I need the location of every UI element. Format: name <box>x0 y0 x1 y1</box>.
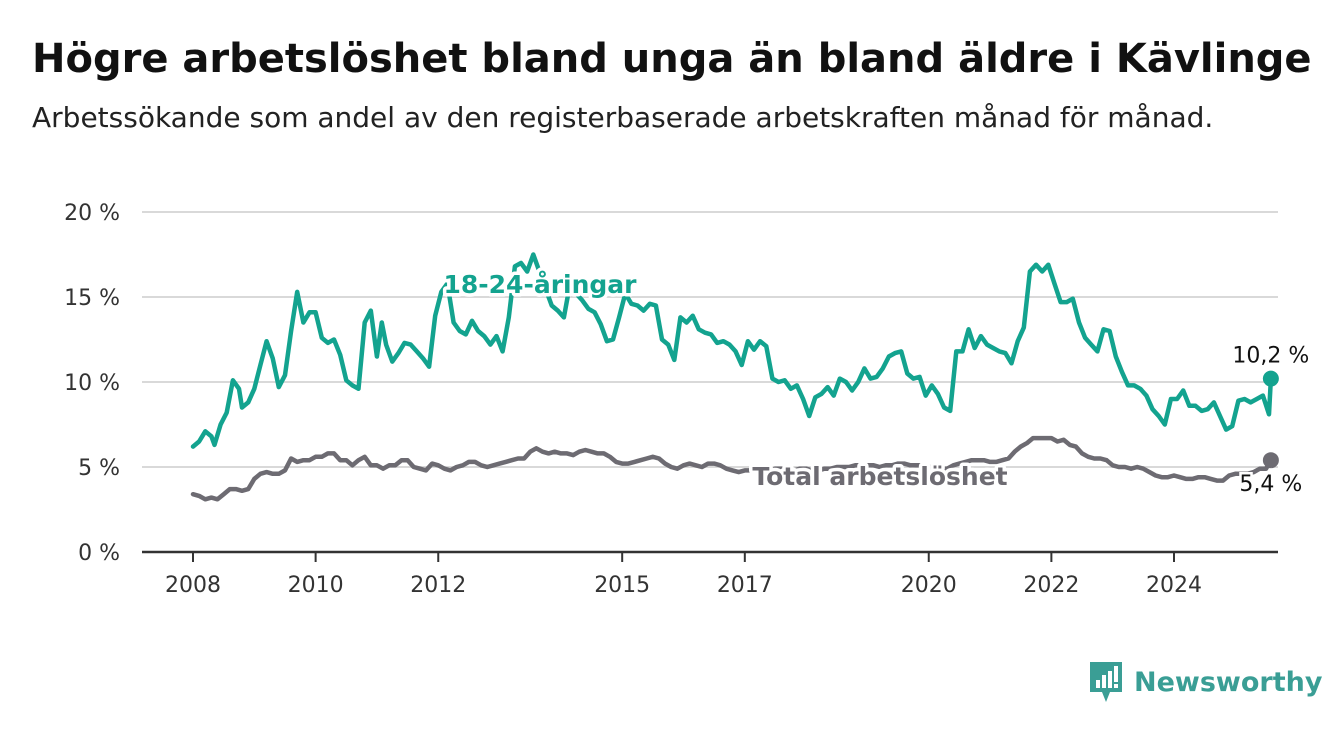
series-lines <box>190 252 1279 502</box>
x-tick-label: 2010 <box>288 573 344 598</box>
chart-title: Högre arbetslöshet bland unga än bland ä… <box>32 36 1312 82</box>
end-point-youth <box>1262 370 1279 387</box>
y-tick-label: 5 % <box>78 456 120 481</box>
series-labels: 18-24-åringar Total arbetslöshet 10,2 % 5,4… <box>440 267 1312 500</box>
x-tick-label: 2008 <box>165 573 221 598</box>
x-axis: 2008 2010 2012 2015 2017 2020 2022 2024 <box>142 550 1278 598</box>
end-value-total: 5,4 % <box>1239 472 1302 497</box>
end-point-total <box>1262 452 1279 469</box>
brand-name: Newsworthy <box>1134 666 1323 698</box>
x-tick-label: 2024 <box>1146 573 1202 598</box>
x-tick-label: 2017 <box>717 573 773 598</box>
series-label-total: Total arbetslöshet <box>752 462 1007 491</box>
y-axis-ticks: 0 % 5 % 10 % 15 % 20 % <box>64 201 120 566</box>
y-tick-label: 15 % <box>64 286 120 311</box>
newsworthy-logo-icon <box>1090 662 1122 702</box>
y-tick-label: 20 % <box>64 201 120 226</box>
series-line-youth <box>190 252 1274 449</box>
x-tick-label: 2012 <box>410 573 466 598</box>
chart-subtitle: Arbetssökande som andel av den registerb… <box>32 101 1214 134</box>
y-tick-label: 10 % <box>64 371 120 396</box>
x-tick-label: 2015 <box>594 573 650 598</box>
brand-logo: Newsworthy <box>1088 660 1322 704</box>
series-label-youth: 18-24-åringar <box>444 270 638 299</box>
end-value-youth: 10,2 % <box>1232 344 1309 369</box>
y-tick-label: 0 % <box>78 541 120 566</box>
series-line-total <box>190 435 1274 502</box>
x-tick-label: 2020 <box>901 573 957 598</box>
x-tick-label: 2022 <box>1023 573 1079 598</box>
gridlines <box>142 211 1278 468</box>
